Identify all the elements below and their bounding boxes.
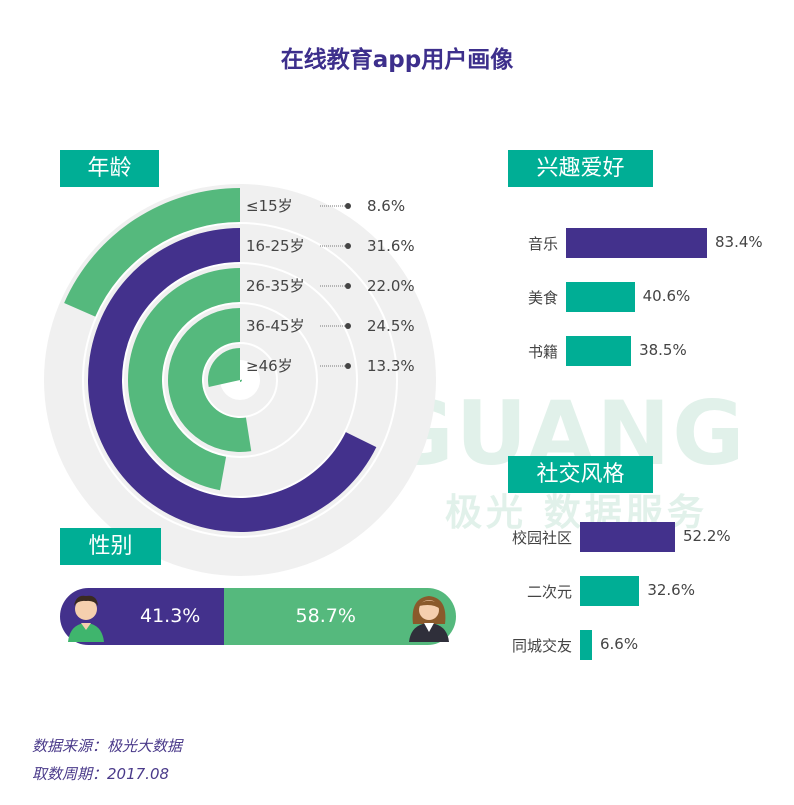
age-category-label: 26-35岁 [246,277,305,295]
hobby-value-label: 40.6% [642,287,691,305]
age-category-label: ≤15岁 [246,197,293,215]
social-value-label: 6.6% [600,635,639,653]
social-value-label: 32.6% [647,581,695,599]
hobby-value-label: 83.4% [715,233,763,251]
gender-male-value: 41.3% [140,605,201,627]
gender-bar: 41.3% 58.7% [60,588,456,645]
age-value-label: 13.3% [367,357,415,375]
social-bar [580,576,640,606]
data-source-note: 数据来源：极光大数据 [32,737,183,755]
age-bar-4 [207,348,242,387]
age-ring-divider [202,342,278,418]
age-value-label: 22.0% [367,277,415,295]
female-avatar-icon [409,596,449,642]
social-bar [580,630,592,660]
age-category-label: 36-45岁 [246,317,305,335]
hobby-section-title: 兴趣爱好 [508,150,653,187]
hobby-bar [566,282,635,312]
hobby-category-label: 书籍 [527,343,558,361]
age-value-label: 8.6% [367,197,405,215]
age-leader-dot [345,243,351,249]
age-leader-dot [345,363,351,369]
hobby-category-label: 音乐 [527,235,558,253]
hobby-bar [566,336,632,366]
age-leader-dot [345,203,351,209]
social-bar [580,522,675,552]
social-section-title: 社交风格 [508,456,653,493]
male-avatar-icon [68,595,104,642]
gender-female-value: 58.7% [295,605,356,627]
social-category-label: 校园社区 [511,529,572,547]
age-bar-3 [168,308,252,452]
gender-section-title: 性别 [60,528,161,565]
social-value-label: 52.2% [683,527,731,545]
hobby-value-label: 38.5% [639,341,687,359]
age-section-title: 年龄 [60,150,159,187]
age-bar-0 [64,188,241,317]
social-category-label: 同城交友 [511,637,572,655]
age-leader-dot [345,323,351,329]
data-period-note: 取数周期：2017.08 [32,765,170,783]
hobby-category-label: 美食 [527,289,558,307]
age-value-label: 31.6% [367,237,415,255]
age-category-label: 16-25岁 [246,237,305,255]
age-ring-divider [162,302,318,458]
age-value-label: 24.5% [367,317,415,335]
age-ring-divider [82,222,398,538]
hobby-bar [566,228,707,258]
age-category-label: ≥46岁 [246,357,293,375]
age-bar-2 [128,268,240,491]
social-category-label: 二次元 [526,583,572,601]
page-title: 在线教育app用户画像 [280,47,514,73]
age-leader-dot [345,283,351,289]
age-ring-divider [122,262,358,498]
